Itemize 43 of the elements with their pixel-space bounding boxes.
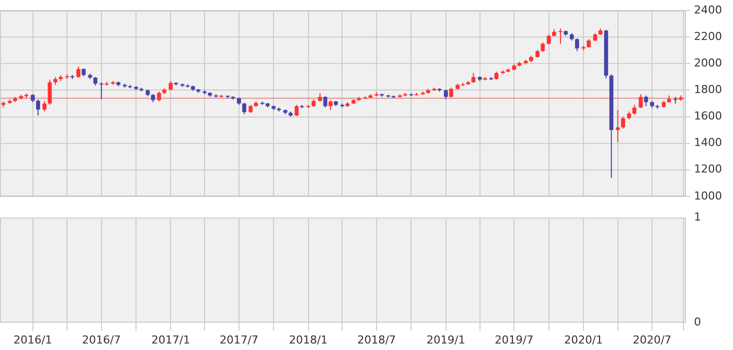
candlestick — [471, 72, 476, 84]
candlestick — [157, 91, 162, 102]
candlestick — [242, 102, 246, 115]
candlestick — [632, 104, 636, 116]
candlestick — [575, 38, 580, 52]
y-tick-label: 2400 — [694, 3, 722, 16]
y-tick-label: 2200 — [694, 30, 722, 43]
candlestick — [616, 110, 620, 142]
y-tick-label: 0 — [694, 316, 701, 329]
x-tick-label: 2019/1 — [426, 333, 466, 346]
x-tick-label: 2017/1 — [151, 333, 190, 346]
y-tick-label: 1600 — [694, 110, 722, 123]
candlestick — [168, 80, 173, 91]
y-tick-label: 1000 — [694, 189, 722, 202]
y-tick-label: 1800 — [694, 83, 722, 96]
y-tick-label: 1 — [694, 210, 701, 224]
x-tick-label: 2018/7 — [357, 333, 396, 346]
candlestick — [328, 100, 333, 111]
candlestick — [444, 89, 448, 100]
x-tick-label: 2016/1 — [13, 333, 52, 346]
candlestick — [42, 100, 46, 112]
candlestick — [638, 94, 643, 109]
y-tick-label: 1400 — [694, 136, 722, 150]
candlestick — [558, 28, 562, 44]
candlestick — [99, 82, 104, 100]
candlestick — [449, 87, 454, 98]
y-tick-label: 1200 — [694, 162, 722, 176]
x-tick-label: 2018/1 — [288, 333, 328, 346]
candlestick — [323, 96, 328, 108]
candlestick — [36, 99, 40, 116]
x-tick-label: 2020/1 — [564, 333, 603, 346]
x-tick-label: 2016/7 — [82, 333, 121, 346]
candlestick — [621, 116, 626, 130]
candlestick — [48, 79, 52, 106]
x-tick-label: 2020/7 — [632, 333, 672, 346]
x-tick-label: 2019/7 — [494, 333, 534, 346]
candlestick — [294, 104, 299, 117]
y-tick-label: 2000 — [694, 56, 722, 70]
x-tick-label: 2017/7 — [220, 333, 258, 346]
candlestick — [76, 66, 80, 78]
candlestick — [546, 34, 551, 45]
candlestick — [540, 42, 545, 52]
candlestick — [644, 95, 648, 107]
